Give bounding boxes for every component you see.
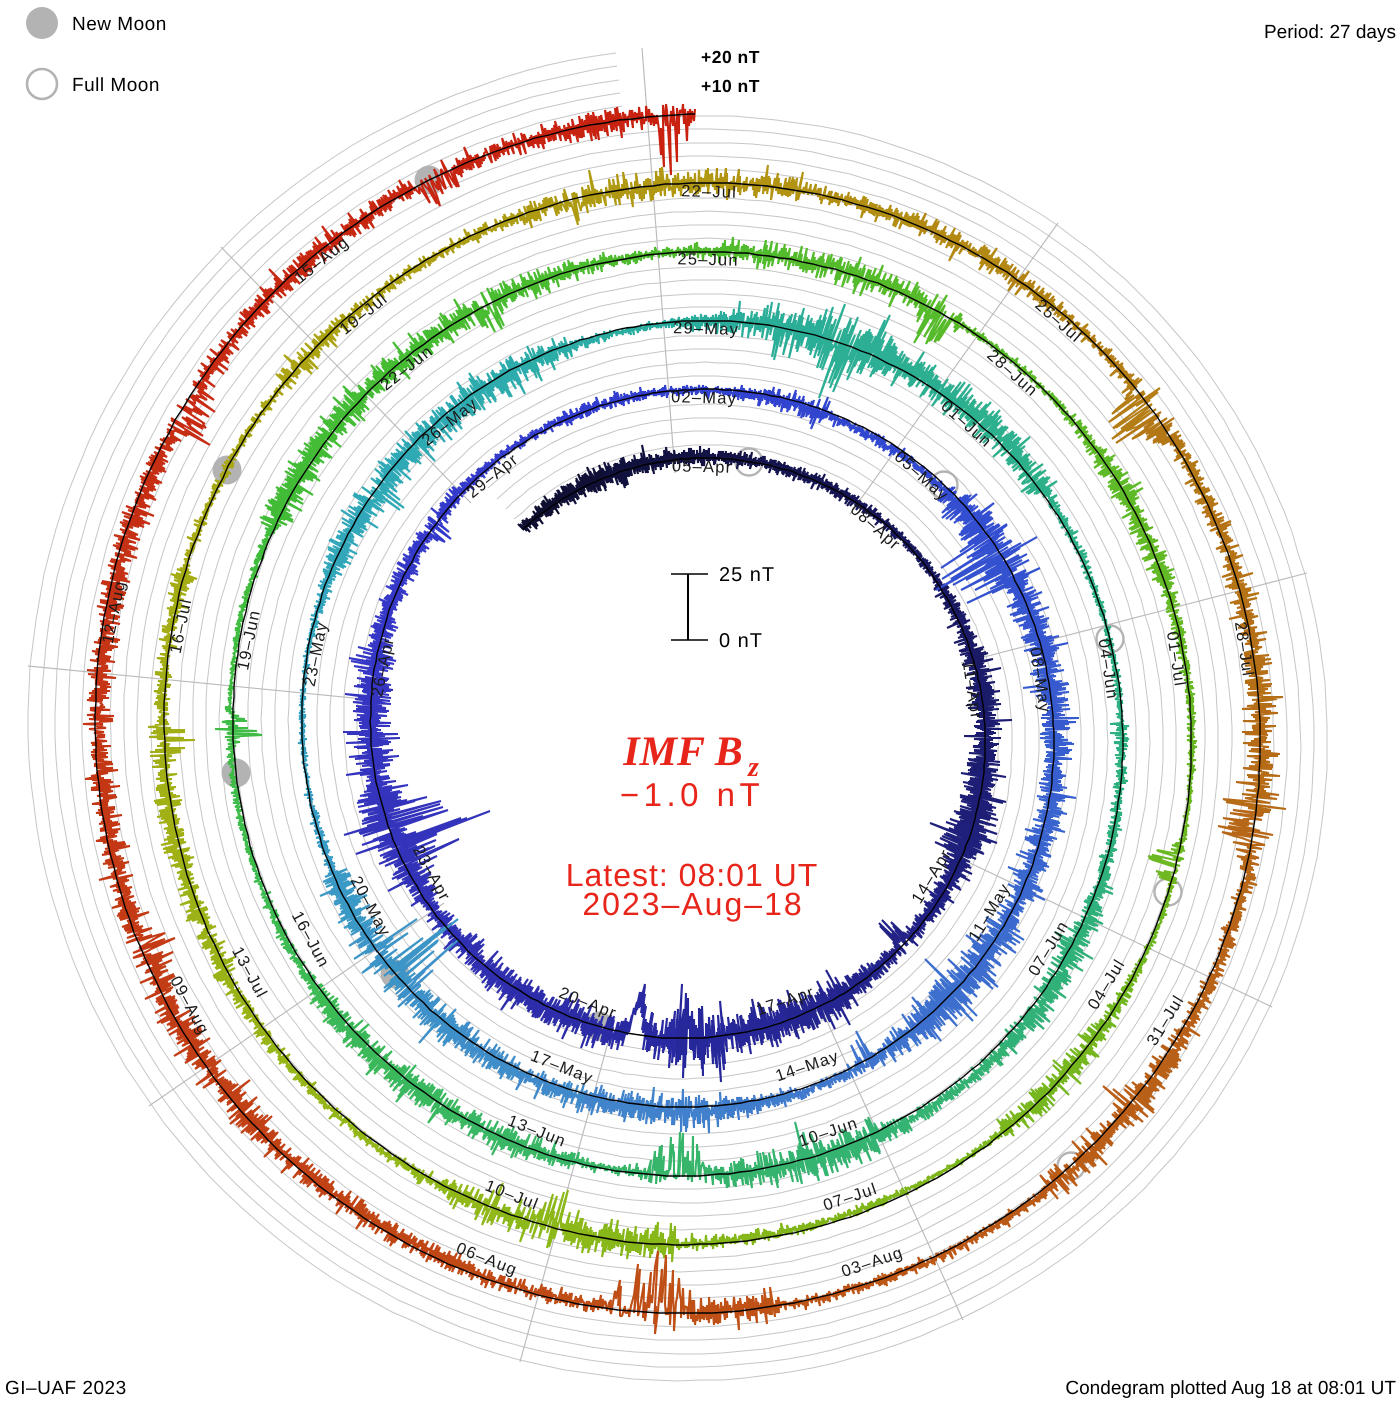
svg-text:25 nT: 25 nT <box>719 564 775 586</box>
svg-text:Condegram plotted Aug 18 at 08: Condegram plotted Aug 18 at 08:01 UT <box>1065 1378 1396 1399</box>
svg-text:2023–Aug–18: 2023–Aug–18 <box>582 886 803 922</box>
svg-text:+20 nT: +20 nT <box>701 47 760 67</box>
svg-text:29–May: 29–May <box>673 319 739 339</box>
svg-text:02–May: 02–May <box>671 388 737 408</box>
svg-text:Full Moon: Full Moon <box>72 75 160 96</box>
svg-text:0 nT: 0 nT <box>719 630 763 652</box>
svg-text:Period: 27 days: Period: 27 days <box>1264 22 1396 43</box>
svg-text:05–Apr: 05–Apr <box>672 457 733 477</box>
svg-text:New Moon: New Moon <box>72 14 167 35</box>
svg-text:z: z <box>747 752 759 783</box>
svg-text:IMF B: IMF B <box>622 729 742 775</box>
svg-text:+10 nT: +10 nT <box>701 76 760 96</box>
svg-text:22–Jul: 22–Jul <box>681 182 737 201</box>
svg-text:GI–UAF 2023: GI–UAF 2023 <box>5 1378 127 1399</box>
svg-text:25–Jun: 25–Jun <box>677 250 739 270</box>
svg-text:−1.0 nT: −1.0 nT <box>620 776 764 813</box>
svg-text:Latest: 08:01 UT: Latest: 08:01 UT <box>566 857 819 893</box>
